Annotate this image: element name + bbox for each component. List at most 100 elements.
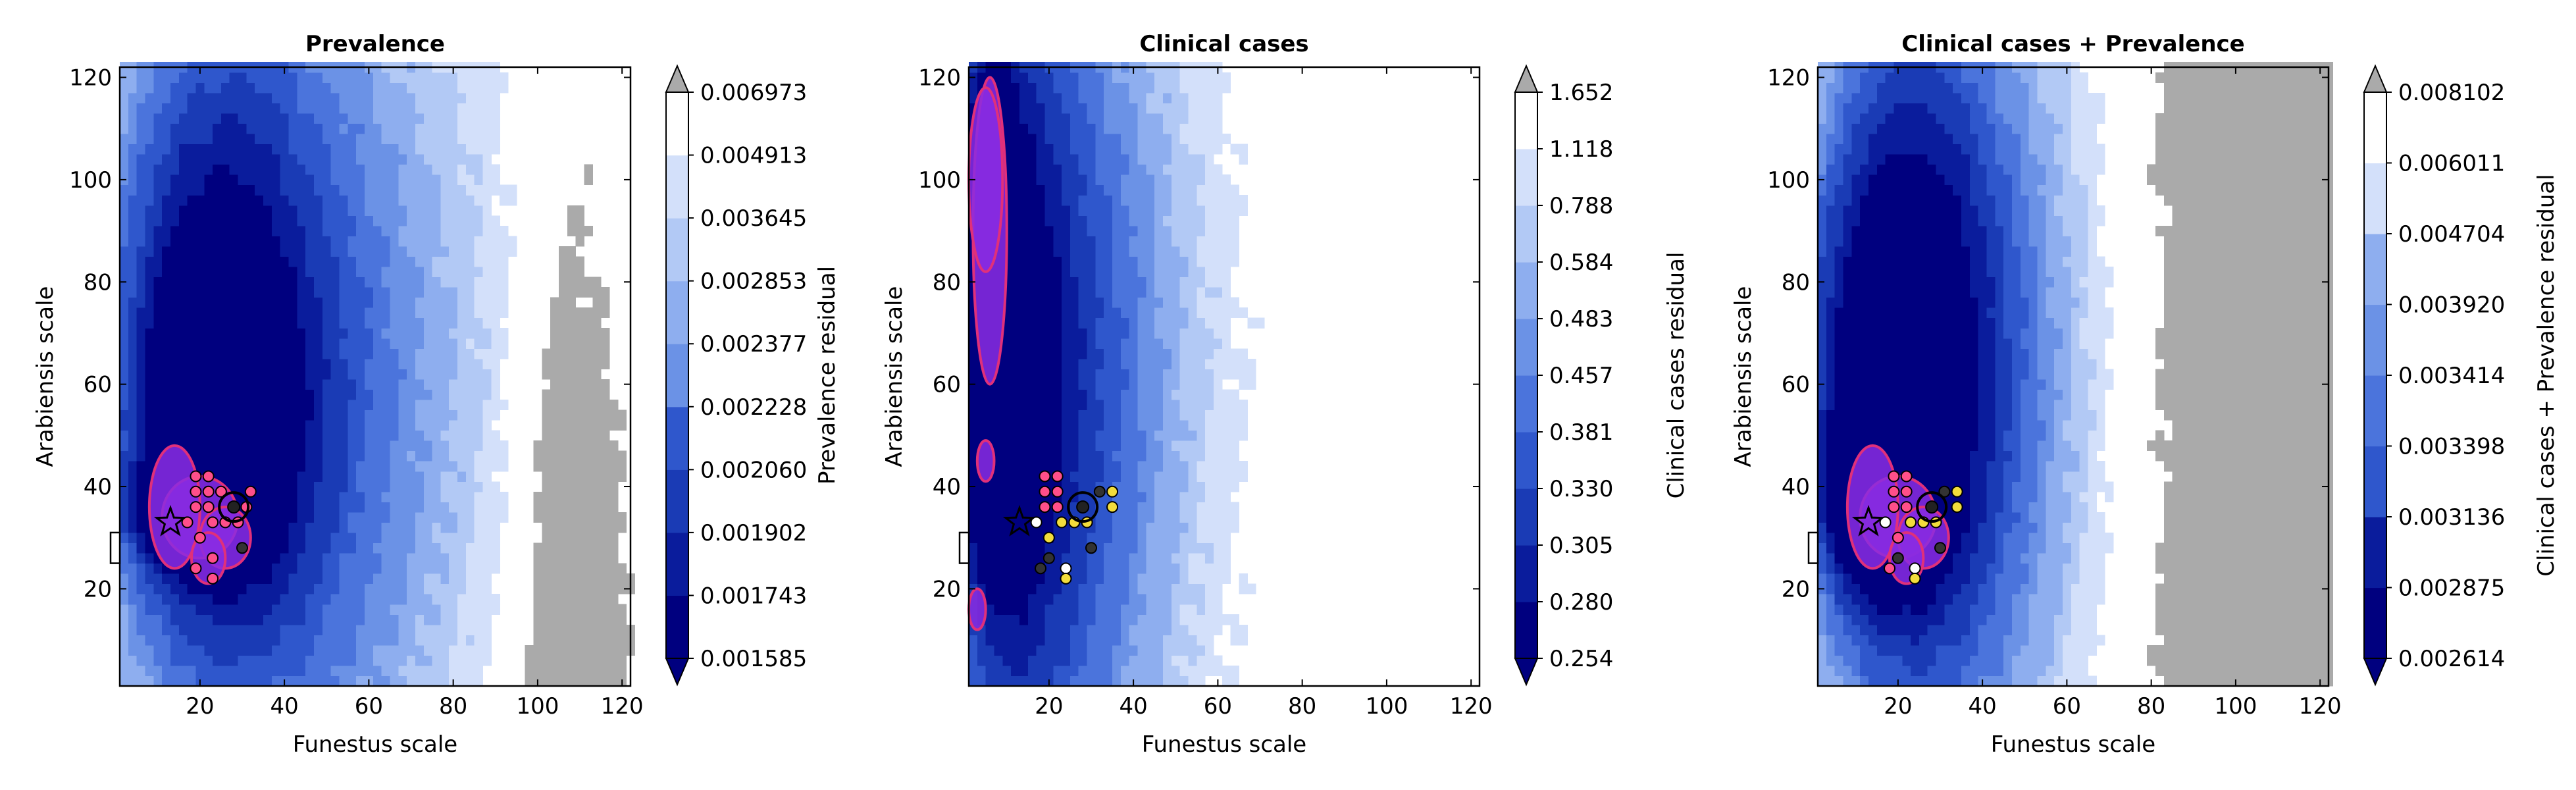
contour-cell [1120,532,1130,543]
contour-cell [994,512,1003,523]
contour-cell [559,307,568,319]
contour-cell [305,358,315,369]
contour-cell [449,113,458,124]
contour-cell [1205,195,1214,206]
contour-cell [474,276,484,288]
contour-cell [1230,205,1239,216]
contour-cell [1104,655,1113,666]
contour-cell [1205,307,1214,319]
contour-cell [1078,594,1088,605]
contour-cell [280,481,290,492]
contour-cell [1171,184,1181,196]
contour-cell [609,461,619,472]
contour-cell [415,267,425,278]
contour-cell [575,400,584,411]
contour-cell [601,307,610,319]
contour-cell [213,379,222,390]
contour-cell [1222,532,1231,543]
contour-cell [356,665,365,676]
contour-cell [1002,400,1012,411]
contour-cell [457,134,467,145]
contour-cell [204,369,213,380]
contour-cell [1095,164,1104,175]
contour-cell [432,624,441,635]
contour-cell [1044,594,1054,605]
contour-cell [381,409,390,421]
contour-cell [314,328,323,339]
contour-cell [1146,635,1155,646]
contour-cell [465,532,475,543]
contour-cell [381,563,390,574]
contour-cell [1163,338,1172,349]
contour-cell [1197,553,1206,564]
contour-cell [145,400,154,411]
contour-cell [1188,195,1197,206]
contour-cell [609,563,619,574]
contour-cell [1197,420,1206,431]
contour-cell [457,430,467,441]
contour-cell [1112,655,1121,666]
contour-cell [1129,420,1139,431]
contour-cell [407,184,416,196]
contour-cell [178,215,188,226]
contour-cell [288,502,297,513]
contour-cell [1146,553,1155,564]
contour-cell [220,635,230,646]
contour-cell [1179,583,1189,594]
contour-cell [601,522,610,533]
contour-cell [305,645,315,656]
contour-cell [153,440,163,452]
contour-cell [969,440,978,452]
contour-cell [297,195,306,206]
contour-cell [592,450,602,461]
contour-cell [482,400,492,411]
contour-cell [592,297,602,308]
contour-cell [178,82,188,93]
contour-cell [500,297,509,308]
contour-cell [305,276,315,288]
contour-cell [584,542,593,554]
contour-cell [465,542,475,554]
contour-cell [542,563,551,574]
contour-cell [1095,522,1104,533]
contour-cell [238,675,247,687]
contour-cell [1036,409,1045,421]
contour-cell [1062,604,1071,615]
contour-cell [229,195,239,206]
contour-cell [994,665,1003,676]
contour-cell [288,614,297,625]
contour-cell [1197,532,1206,543]
contour-cell [1036,430,1045,441]
contour-cell [128,440,138,452]
contour-cell [255,205,264,216]
contour-cell [1011,236,1020,247]
contour-cell [1053,542,1062,554]
contour-cell [550,522,559,533]
contour-cell [153,317,163,329]
contour-cell [465,164,475,175]
contour-cell [1087,553,1096,564]
contour-cell [136,420,146,431]
contour-cell [1095,184,1104,196]
contour-cell [482,164,492,175]
contour-cell [1036,307,1045,319]
contour-cell [365,205,374,216]
contour-cell [1230,348,1239,359]
contour-cell [550,614,559,625]
contour-cell [120,491,129,502]
contour-cell [178,594,188,605]
contour-cell [1163,144,1172,155]
contour-cell [1069,184,1079,196]
contour-cell [1062,358,1071,369]
contour-cell [339,604,348,615]
contour-cell [348,635,357,646]
contour-cell [246,328,255,339]
contour-cell [542,369,551,380]
contour-cell [330,563,340,574]
contour-cell [288,267,297,278]
contour-cell [271,379,281,390]
contour-cell [617,461,627,472]
contour-cell [1095,236,1104,247]
contour-cell [1036,205,1045,216]
contour-cell [465,409,475,421]
